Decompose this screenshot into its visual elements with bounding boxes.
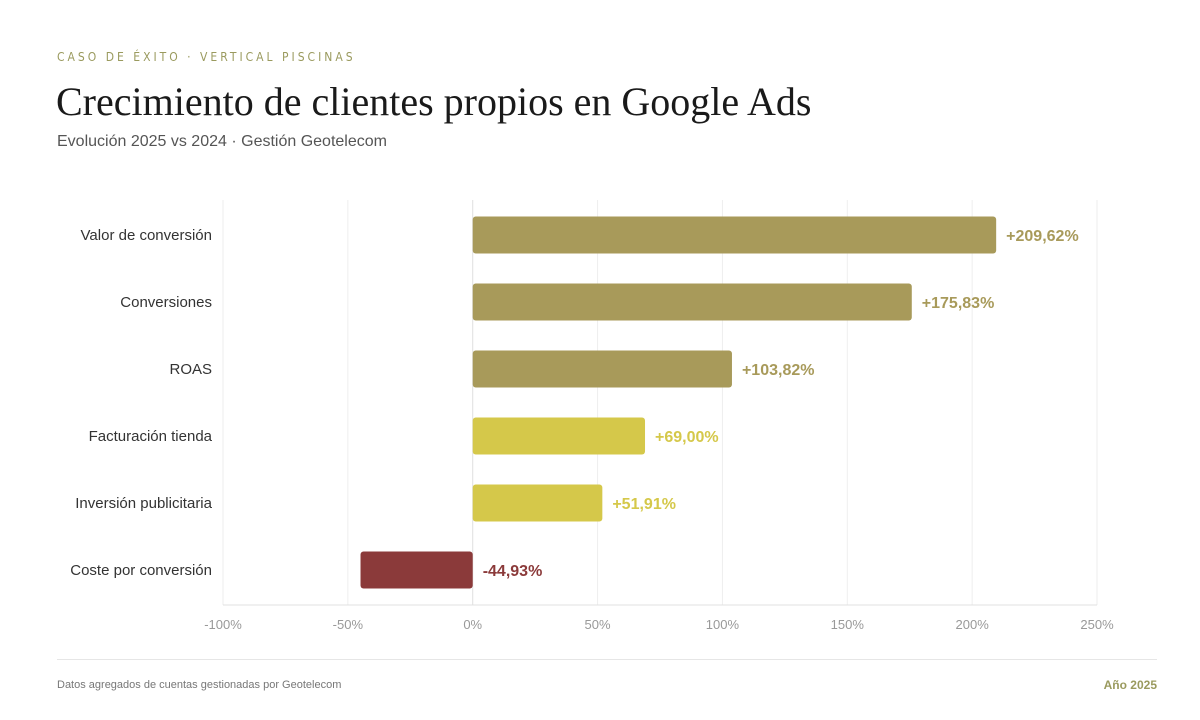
data-label: +175,83% — [922, 295, 995, 312]
category-label: Valor de conversión — [81, 227, 212, 244]
x-tick-label: 100% — [706, 617, 740, 632]
x-tick-label: 0% — [463, 617, 482, 632]
bar — [472, 216, 997, 254]
category-label: Facturación tienda — [89, 428, 213, 445]
eyebrow: CASO DE ÉXITO · VERTICAL PISCINAS — [57, 50, 356, 64]
category-label: Conversiones — [120, 294, 212, 311]
bar — [472, 350, 732, 388]
data-label: -44,93% — [483, 563, 543, 580]
bar — [472, 283, 912, 321]
bar — [360, 551, 473, 589]
bar-chart: -100% -50% 0% 50% 100% 150% 200% 250% Valor de c… — [70, 200, 1114, 632]
x-tick-label: 150% — [831, 617, 865, 632]
page-title: Crecimiento de clientes propios en Googl… — [56, 79, 812, 124]
footer-year: Año 2025 — [1103, 678, 1157, 692]
x-tick-label: -50% — [333, 617, 364, 632]
bar — [472, 417, 646, 455]
bar — [472, 484, 603, 522]
category-label: Coste por conversión — [70, 562, 212, 579]
footer-divider — [57, 659, 1157, 660]
x-tick-label: 200% — [956, 617, 990, 632]
data-label: +103,82% — [742, 362, 815, 379]
subtitle: Evolución 2025 vs 2024 · Gestión Geotele… — [57, 133, 387, 150]
category-label: ROAS — [169, 361, 212, 378]
x-tick-label: -100% — [204, 617, 242, 632]
category-label: Inversión publicitaria — [75, 495, 212, 512]
footer-source: Datos agregados de cuentas gestionadas p… — [57, 679, 342, 691]
data-label: +209,62% — [1006, 228, 1079, 245]
data-label: +51,91% — [612, 496, 676, 513]
data-label: +69,00% — [655, 429, 719, 446]
x-tick-label: 50% — [585, 617, 611, 632]
x-tick-label: 250% — [1080, 617, 1114, 632]
